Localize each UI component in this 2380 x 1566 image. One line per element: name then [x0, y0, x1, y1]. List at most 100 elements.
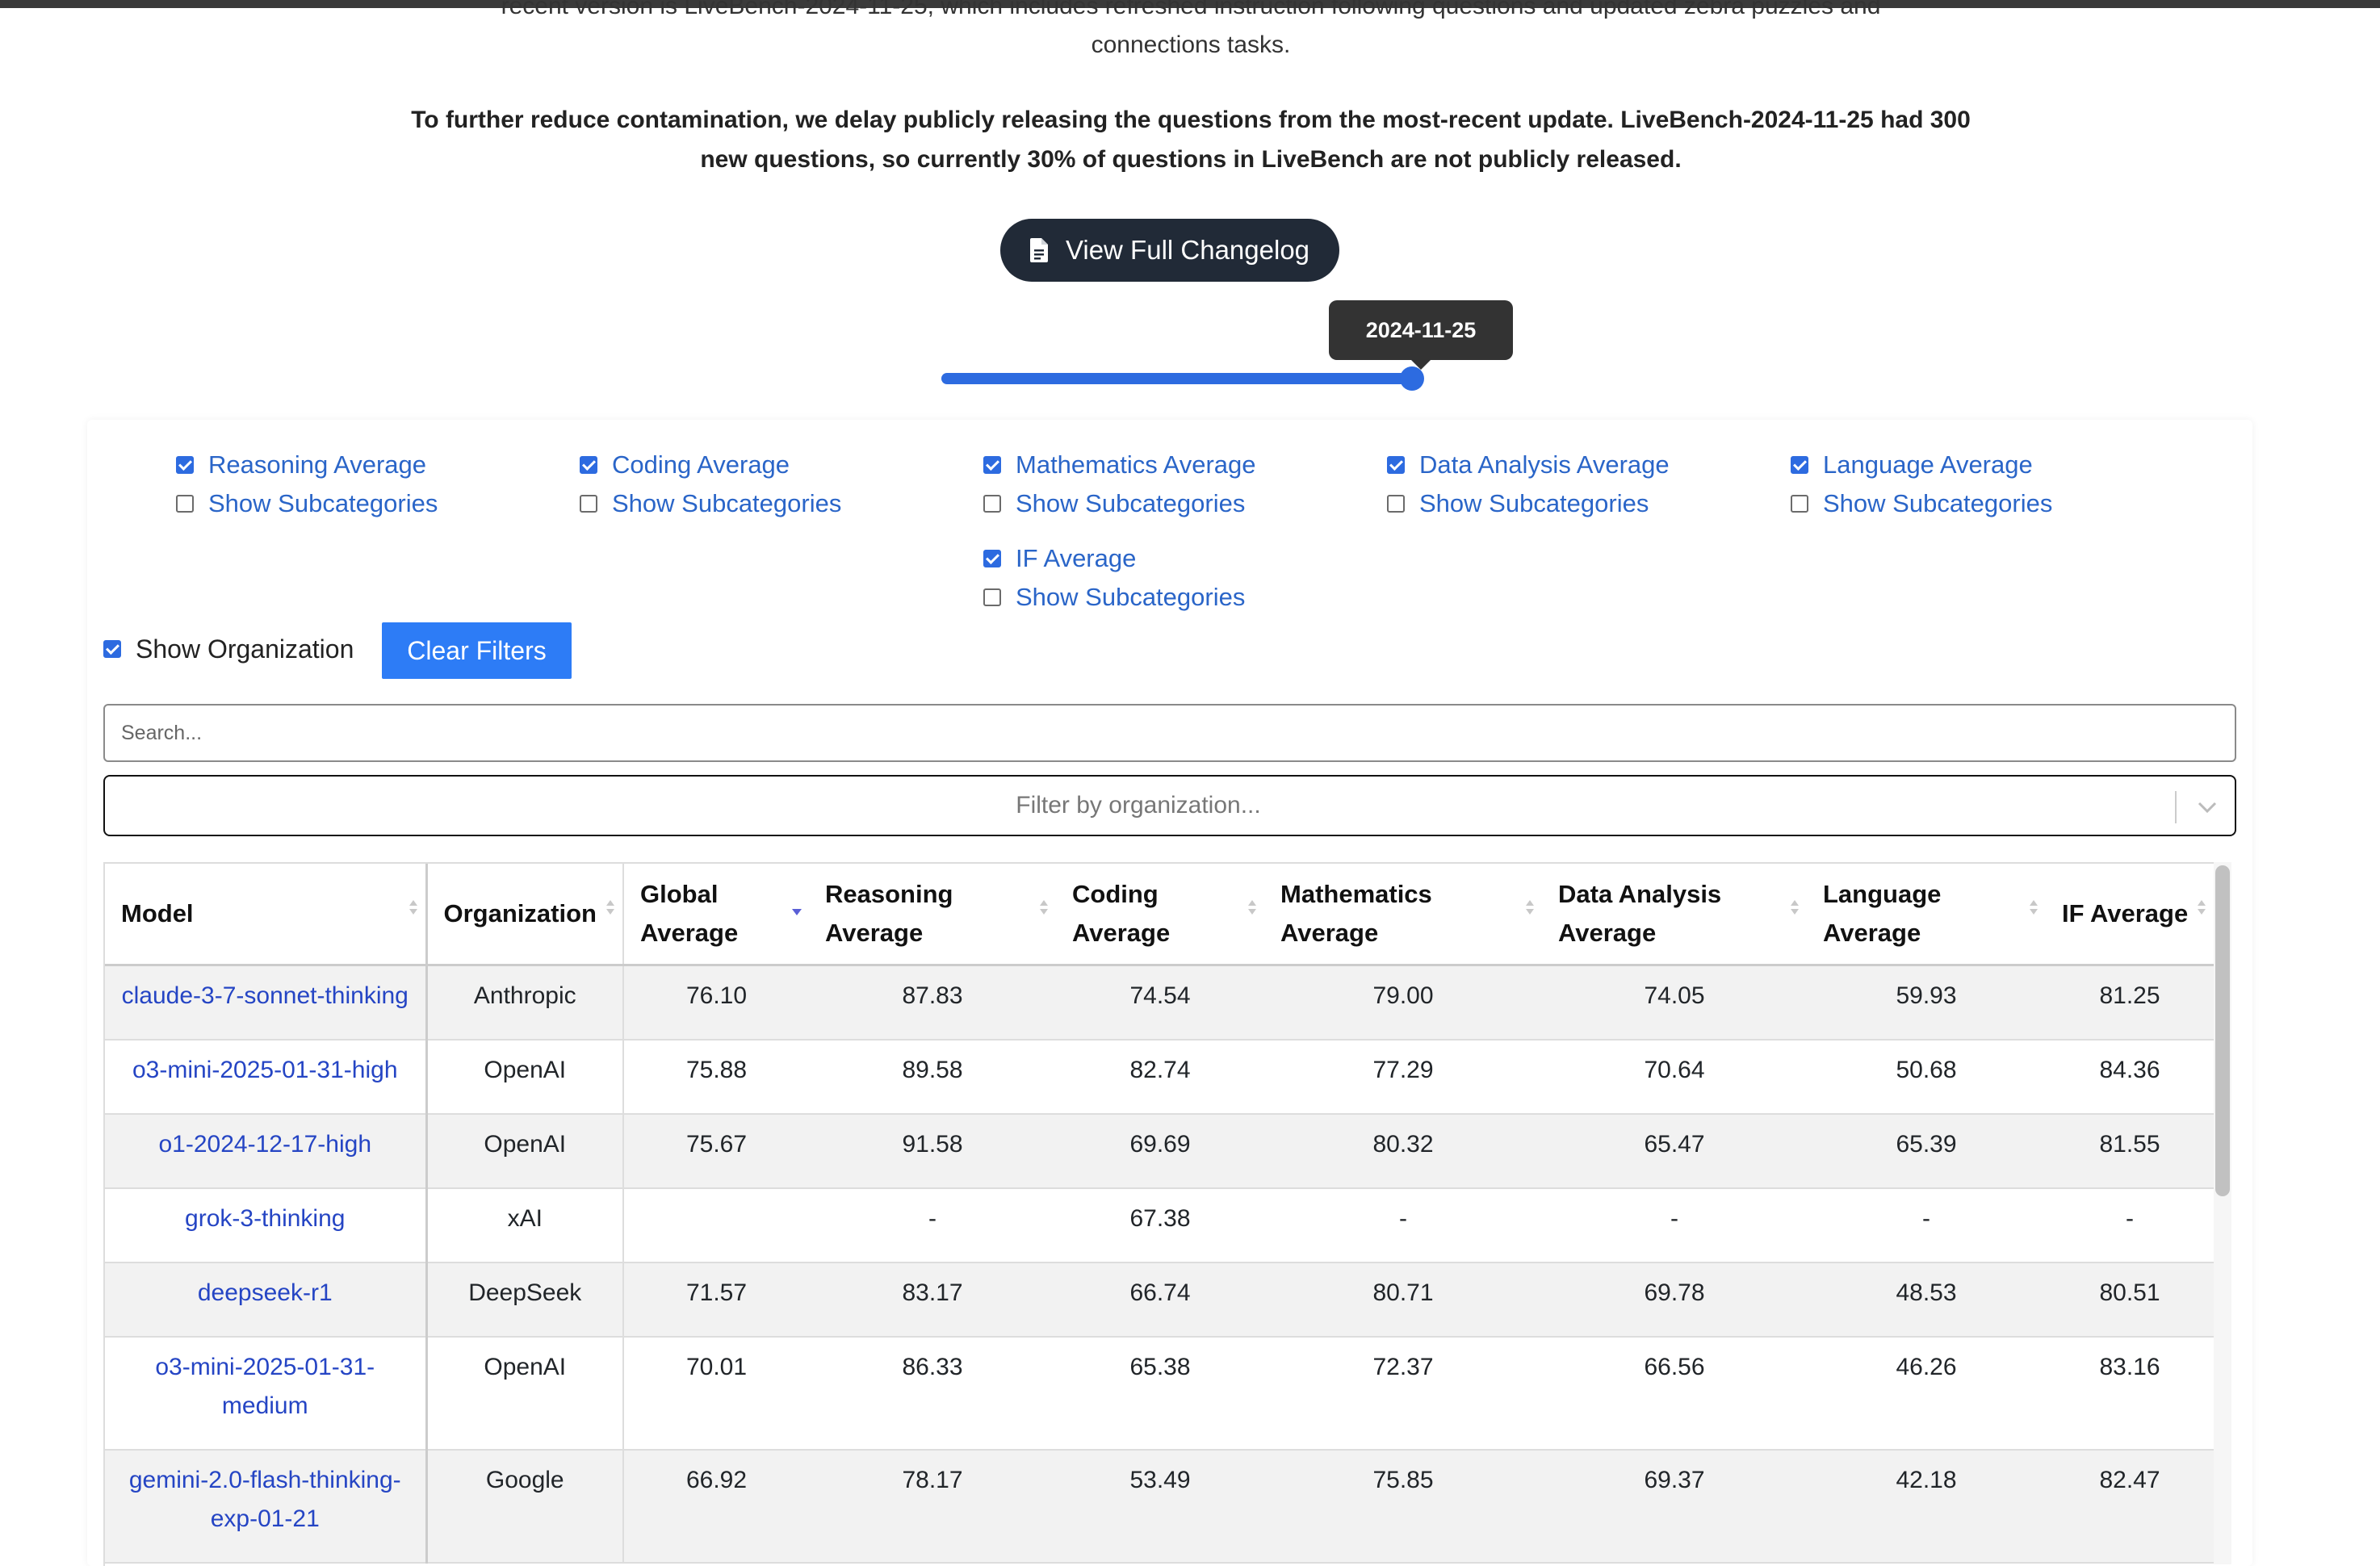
sort-icon[interactable] [605, 896, 616, 919]
clear-filters-button[interactable]: Clear Filters [382, 622, 572, 679]
subcategories-checkbox-row[interactable]: Show Subcategories [983, 578, 1245, 617]
column-header[interactable]: Global Average [623, 864, 809, 966]
model-cell: claude-3-7-sonnet-thinking [105, 965, 428, 1041]
category-checkbox-row[interactable]: Reasoning Average [176, 446, 438, 484]
column-header[interactable]: Coding Average [1056, 864, 1264, 966]
sort-icon[interactable] [408, 896, 419, 919]
score-cell [623, 1188, 809, 1263]
model-link[interactable]: o1-2024-12-17-high [158, 1131, 372, 1158]
sort-icon[interactable] [2028, 896, 2039, 919]
column-header[interactable]: IF Average [2046, 864, 2214, 966]
sort-icon[interactable] [1789, 896, 1800, 919]
subcategories-label[interactable]: Show Subcategories [1016, 489, 1246, 517]
subcategories-checkbox-row[interactable]: Show Subcategories [176, 484, 438, 523]
subcategories-checkbox[interactable] [1791, 495, 1808, 513]
subcategories-checkbox-row[interactable]: Show Subcategories [1791, 484, 2052, 523]
score-cell: 91.58 [809, 1114, 1056, 1189]
search-input[interactable] [103, 704, 2236, 762]
category-checkbox[interactable] [580, 456, 597, 474]
subcategories-checkbox-row[interactable]: Show Subcategories [580, 484, 841, 523]
column-header[interactable]: Mathematics Average [1264, 864, 1542, 966]
subcategories-label[interactable]: Show Subcategories [1016, 583, 1246, 611]
sort-icon[interactable] [1524, 896, 1536, 919]
view-changelog-button[interactable]: View Full Changelog [1000, 219, 1339, 282]
sort-icon[interactable] [1038, 896, 1050, 919]
column-header[interactable]: Language Average [1807, 864, 2046, 966]
sort-icon[interactable] [1247, 896, 1258, 919]
table-row: grok-3-thinking xAI -67.38- - - - [105, 1188, 2214, 1263]
model-link[interactable]: deepseek-r1 [197, 1279, 333, 1306]
category-label[interactable]: Data Analysis Average [1419, 450, 1670, 479]
intro-line-2: connections tasks. [1091, 31, 1291, 58]
subcategories-checkbox-row[interactable]: Show Subcategories [1387, 484, 1670, 523]
subcategories-label[interactable]: Show Subcategories [1419, 489, 1649, 517]
column-header[interactable]: Model [105, 864, 428, 966]
score-cell: 82.47 [2046, 1450, 2214, 1564]
subcategories-checkbox[interactable] [580, 495, 597, 513]
model-link[interactable]: claude-3-7-sonnet-thinking [121, 982, 409, 1009]
organization-cell: xAI [426, 1188, 624, 1263]
sort-descending-icon[interactable] [791, 896, 802, 919]
category-checkbox[interactable] [1791, 456, 1808, 474]
score-cell: 69.69 [1056, 1114, 1264, 1189]
score-cell: 80.32 [1264, 1114, 1542, 1189]
subcategories-checkbox[interactable] [1387, 495, 1405, 513]
score-cell: 72.37 [1264, 1337, 1542, 1451]
table-scrollbar-thumb[interactable] [2215, 865, 2230, 1196]
subcategories-checkbox[interactable] [983, 495, 1001, 513]
score-cell: 66.56 [1542, 1337, 1807, 1451]
table-row: o3-mini-2025-01-31-high OpenAI 75.88 89.58 8… [105, 1040, 2214, 1115]
category-label[interactable]: Reasoning Average [208, 450, 427, 479]
score-cell: 70.64 [1542, 1040, 1807, 1115]
category-checkbox[interactable] [176, 456, 194, 474]
model-link[interactable]: o3-mini-2025-01-31-high [132, 1057, 398, 1083]
release-slider-handle[interactable] [1400, 366, 1424, 391]
score-cell: 89.58 [809, 1040, 1056, 1115]
model-link[interactable]: o3-mini-2025-01-31-medium [155, 1354, 375, 1419]
column-header-label: Reasoning Average [825, 880, 953, 947]
column-header-label: Organization [443, 899, 597, 927]
subcategories-checkbox[interactable] [983, 588, 1001, 606]
model-link[interactable]: grok-3-thinking [185, 1205, 346, 1232]
table-row: o3-mini-2025-01-31-medium OpenAI 70.01 86.3… [105, 1337, 2214, 1451]
organization-cell: OpenAI [426, 1337, 624, 1451]
column-header[interactable]: Organization [426, 864, 624, 966]
subcategories-label[interactable]: Show Subcategories [612, 489, 842, 517]
column-header[interactable]: Reasoning Average [809, 864, 1056, 966]
score-cell: 78.17 [809, 1450, 1056, 1564]
show-organization-toggle[interactable]: Show Organization [103, 630, 354, 668]
show-organization-label: Show Organization [136, 634, 354, 664]
chevron-down-icon[interactable] [2193, 793, 2222, 822]
category-checkbox-row[interactable]: Coding Average [580, 446, 841, 484]
score-cell: 70.01 [623, 1337, 809, 1451]
subcategories-checkbox[interactable] [176, 495, 194, 513]
sort-icon[interactable] [2196, 896, 2207, 919]
subcategories-checkbox-row[interactable]: Show Subcategories [983, 484, 1256, 523]
category-checkbox-row[interactable]: Data Analysis Average [1387, 446, 1670, 484]
table-row: deepseek-r1 DeepSeek 71.57 83.17 66.74 80.71 6… [105, 1262, 2214, 1338]
score-cell: 82.74 [1056, 1040, 1264, 1115]
category-label[interactable]: Mathematics Average [1016, 450, 1256, 479]
subcategories-label[interactable]: Show Subcategories [208, 489, 438, 517]
category-checkbox-row[interactable]: Language Average [1791, 446, 2052, 484]
release-slider-track[interactable] [941, 373, 1414, 384]
score-cell: 65.47 [1542, 1114, 1807, 1189]
score-cell: 75.67 [623, 1114, 809, 1189]
model-cell: gemini-2.0-flash-thinking-exp-01-21 [105, 1450, 428, 1564]
organization-cell: OpenAI [426, 1114, 624, 1189]
column-header[interactable]: Data Analysis Average [1542, 864, 1807, 966]
category-checkbox-row[interactable]: IF Average [983, 539, 1245, 578]
subcategories-label[interactable]: Show Subcategories [1823, 489, 2053, 517]
score-cell: 66.92 [623, 1450, 809, 1564]
category-checkbox[interactable] [983, 550, 1001, 567]
category-checkbox[interactable] [983, 456, 1001, 474]
model-link[interactable]: gemini-2.0-flash-thinking-exp-01-21 [128, 1467, 401, 1532]
category-label[interactable]: Language Average [1823, 450, 2033, 479]
filter-group-1: Coding Average Show Subcategories [580, 446, 841, 523]
category-checkbox-row[interactable]: Mathematics Average [983, 446, 1256, 484]
category-label[interactable]: IF Average [1016, 544, 1137, 572]
organization-filter-select[interactable]: Filter by organization... [103, 775, 2236, 836]
show-organization-checkbox[interactable] [103, 640, 121, 658]
category-label[interactable]: Coding Average [612, 450, 790, 479]
category-checkbox[interactable] [1387, 456, 1405, 474]
